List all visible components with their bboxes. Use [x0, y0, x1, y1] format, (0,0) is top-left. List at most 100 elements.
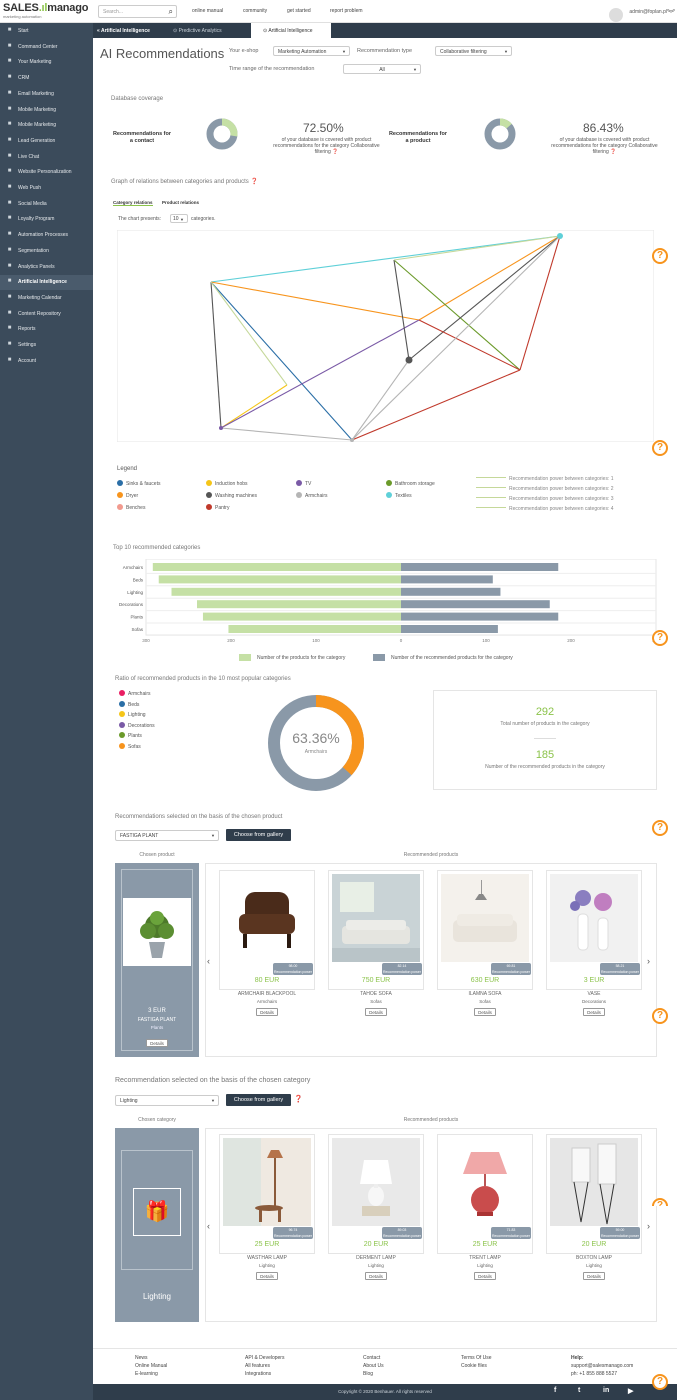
sidebar-item-website-personalization[interactable]: ■ Website Personalization [0, 165, 93, 180]
category-label: Lighting [127, 590, 143, 595]
footer-link-blog[interactable]: Blog [363, 1371, 374, 1377]
help-icon[interactable]: ? [652, 1374, 668, 1390]
sidebar-item-lead-generation[interactable]: ■ Lead Generation [0, 134, 93, 149]
sidebar-item-crm[interactable]: ■ CRM [0, 71, 93, 86]
footer-link-cookies[interactable]: Cookie files [461, 1363, 487, 1369]
question-icon[interactable]: ❓ [610, 149, 617, 155]
question-icon[interactable]: ❓ [250, 179, 258, 185]
range-select[interactable]: All ▼ [343, 64, 421, 74]
toplink-community[interactable]: community [243, 8, 268, 14]
sidebar-item-email-marketing[interactable]: ■ Email Marketing [0, 87, 93, 102]
user-menu[interactable]: admin@foplan.pl ︾ [609, 8, 675, 22]
sidebar-item-automation-processes[interactable]: ■ Automation Processes [0, 228, 93, 243]
footer-link-news[interactable]: News [135, 1355, 148, 1361]
sidebar-item-web-push[interactable]: ■ Web Push [0, 181, 93, 196]
tab-artificial-intelligence[interactable]: ⊙ Artificial Intelligence [251, 23, 331, 38]
avatar[interactable] [609, 8, 624, 22]
details-button[interactable]: Details [365, 1008, 387, 1016]
question-icon[interactable]: ❓ [332, 149, 339, 155]
product-price: 25 EUR [254, 1241, 280, 1248]
linkedin-icon[interactable]: in [603, 1387, 610, 1394]
twitter-icon[interactable]: t [578, 1387, 581, 1394]
sidebar-item-your-marketing[interactable]: ■ Your Marketing [0, 55, 93, 70]
toplink-get-started[interactable]: get started [287, 8, 311, 14]
footer-link-elearning[interactable]: E-learning [135, 1371, 158, 1377]
product-select[interactable]: FASTIGA PLANT ▼ [115, 830, 219, 841]
product-card[interactable]: 89.03 Recommendation power 20 EUR [328, 1134, 424, 1254]
sidebar-item-analytics-panels[interactable]: ■ Analytics Panels [0, 260, 93, 275]
youtube-icon[interactable]: ▶ [628, 1388, 634, 1395]
help-icon[interactable]: ? [652, 820, 668, 836]
chevron-left-icon[interactable]: ‹ [207, 956, 210, 966]
sidebar-item-marketing-calendar[interactable]: ■ Marketing Calendar [0, 291, 93, 306]
tab-predictive-analytics[interactable]: ⊙ Predictive Analytics [173, 28, 222, 34]
sidebar-item-start[interactable]: ■ Start [0, 24, 93, 39]
help-icon[interactable]: ? [652, 630, 668, 646]
sidebar-item-command-center[interactable]: ■ Command Center [0, 40, 93, 55]
sidebar-item-mobile-marketing[interactable]: ■ Mobile Marketing [0, 118, 93, 133]
footer-link-integrations[interactable]: Integrations [245, 1371, 272, 1377]
tab-section[interactable]: « Artificial Intelligence [97, 28, 150, 34]
sidebar-item-account[interactable]: ■ Account [0, 354, 93, 369]
details-button[interactable]: Details [583, 1272, 605, 1280]
product-card[interactable]: 59.00 Recommendation power 20 EUR [546, 1134, 642, 1254]
search-input[interactable]: Search... ⌕ [98, 5, 177, 18]
double-chevron-icon[interactable]: ︾ [667, 9, 675, 18]
product-card[interactable]: 58.21 Recommendation power 3 EUR [546, 870, 642, 990]
footer-link-terms[interactable]: Terms Of Use [461, 1355, 492, 1361]
sidebar-item-reports[interactable]: ■ Reports [0, 322, 93, 337]
logo[interactable]: SALES.ılmanago marketing automation [3, 2, 89, 20]
bar-products [228, 625, 401, 633]
details-button[interactable]: Details [474, 1008, 496, 1016]
chosen-details-button[interactable]: Details [146, 1039, 168, 1047]
bar-legend-2: Number of the recommended products for t… [373, 654, 513, 661]
footer-link-features[interactable]: All features [245, 1363, 271, 1369]
choose-gallery-button[interactable]: Choose from gallery [226, 829, 291, 841]
choose-gallery-button-2[interactable]: Choose from gallery [226, 1094, 291, 1106]
product-card[interactable]: 71.83 Recommendation power 25 EUR [437, 1134, 533, 1254]
tab-product-relations[interactable]: Product relations [162, 200, 200, 205]
product-card[interactable]: 69.81 Recommendation power 630 EUR [437, 870, 533, 990]
help-icon[interactable]: ? [652, 1198, 668, 1206]
footer-link-manual[interactable]: Online Manual [135, 1363, 168, 1369]
product-card[interactable]: 82.14 Recommendation power 750 EUR [328, 870, 424, 990]
sidebar-item-mobile-marketing[interactable]: ■ Mobile Marketing [0, 103, 93, 118]
bar-legend-2-label: Number of the recommended products for t… [391, 655, 513, 661]
sidebar-item-segmentation[interactable]: ■ Segmentation [0, 244, 93, 259]
search-icon[interactable]: ⌕ [168, 7, 173, 16]
categories-count-select[interactable]: 10 ▼ [170, 214, 188, 223]
details-button[interactable]: Details [256, 1272, 278, 1280]
chevron-left-icon[interactable]: ‹ [207, 1221, 210, 1231]
product-card[interactable]: 96.74 Recommendation power 25 EUR [219, 1134, 315, 1254]
toplink-report-problem[interactable]: report problem [330, 8, 363, 14]
help-icon[interactable]: ? [652, 248, 668, 264]
graph-title-text: Graph of relations between categories an… [111, 179, 249, 185]
question-icon[interactable]: ❓ [294, 1096, 303, 1103]
sidebar-item-loyalty-program[interactable]: ■ Loyalty Program [0, 212, 93, 227]
facebook-icon[interactable]: f [554, 1387, 557, 1394]
chevron-right-icon[interactable]: › [647, 1221, 650, 1231]
help-icon[interactable]: ? [652, 440, 668, 456]
product-card[interactable]: 98.00 Recommendation power 80 EUR [219, 870, 315, 990]
help-email[interactable]: support@salesmanago.com [571, 1363, 634, 1369]
chevron-right-icon[interactable]: › [647, 956, 650, 966]
footer-link-about[interactable]: About Us [363, 1363, 384, 1369]
sidebar-item-settings[interactable]: ■ Settings [0, 338, 93, 353]
help-icon[interactable]: ? [652, 1008, 668, 1024]
sidebar-item-social-media[interactable]: ■ Social Media [0, 197, 93, 212]
toplink-manual[interactable]: online manual [192, 8, 224, 14]
help-phone: ph: +1 855 888 5527 [571, 1371, 618, 1377]
category-select[interactable]: Lighting ▼ [115, 1095, 219, 1106]
tab-category-relations[interactable]: Category relations [113, 200, 153, 206]
sidebar-item-live-chat[interactable]: ■ Live Chat [0, 150, 93, 165]
eshop-select[interactable]: Marketing Automation ▼ [273, 46, 350, 56]
rtype-select[interactable]: Collaborative filtering ▼ [435, 46, 512, 56]
details-button[interactable]: Details [365, 1272, 387, 1280]
footer-link-contact[interactable]: Contact [363, 1355, 381, 1361]
sidebar-item-artificial-intelligence[interactable]: ■ Artificial Intelligence [0, 275, 93, 291]
details-button[interactable]: Details [583, 1008, 605, 1016]
sidebar-item-content-repository[interactable]: ■ Content Repository [0, 307, 93, 322]
footer-link-api[interactable]: API & Developers [245, 1355, 285, 1361]
details-button[interactable]: Details [256, 1008, 278, 1016]
details-button[interactable]: Details [474, 1272, 496, 1280]
